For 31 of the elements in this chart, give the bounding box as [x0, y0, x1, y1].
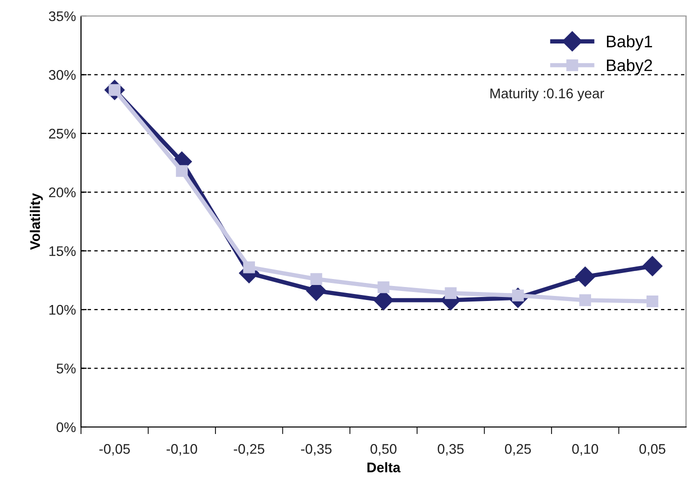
x-tick-label: -0,25	[234, 444, 264, 456]
point	[176, 165, 188, 177]
point	[642, 256, 662, 276]
point	[243, 261, 255, 274]
annotation: Maturity :0.16 year	[490, 88, 604, 102]
x-tick-label: 0,05	[639, 444, 666, 456]
point	[378, 281, 390, 294]
y-tick-label: 15%	[49, 246, 76, 256]
legend-label: Baby2	[606, 58, 652, 75]
y-tick-label: 35%	[48, 11, 76, 22]
x-tick-label: -0,10	[166, 444, 198, 456]
y-tick-label: 0%	[56, 422, 76, 432]
x-tick-label: 0,35	[438, 444, 464, 456]
x-tick-label: 0,10	[572, 444, 598, 456]
y-tick-label: 30%	[48, 70, 76, 80]
legend-label: Baby1	[606, 35, 652, 51]
y-tick-label: 20%	[49, 187, 76, 198]
x-tick-label: -0,35	[301, 444, 332, 456]
x-tick-label: 0,25	[504, 444, 531, 456]
x-axis-title: Delta	[367, 462, 401, 472]
y-tick-label: 5%	[56, 364, 76, 374]
point	[646, 295, 658, 308]
y-axis-title: Volatility	[30, 193, 43, 250]
y-tick-label: 25%	[49, 128, 76, 139]
x-tick-label: 0,50	[370, 444, 396, 456]
point	[310, 273, 322, 285]
point	[579, 294, 592, 306]
y-tick-label: 10%	[49, 304, 76, 315]
x-tick-label: -0,05	[99, 444, 130, 456]
point	[444, 287, 457, 300]
point	[575, 266, 596, 287]
